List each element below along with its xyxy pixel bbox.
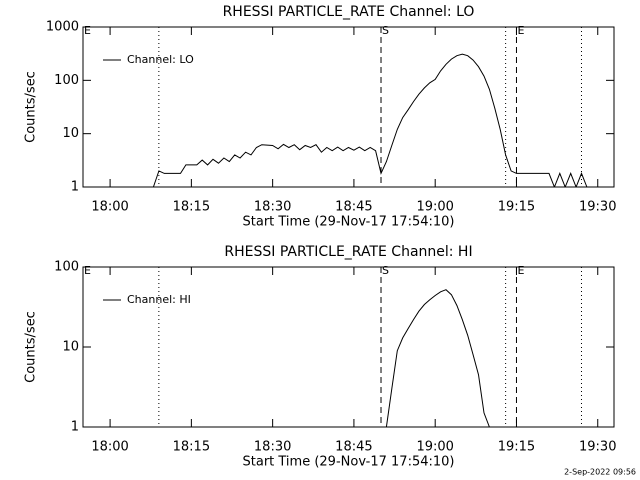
x-tick-label: 19:15 [498,440,535,455]
marker-label: E [84,24,91,37]
x-axis-label: Start Time (29-Nov-17 17:54:10) [243,455,455,470]
marker-label: E [517,24,524,37]
x-tick-label: 19:15 [498,200,535,215]
marker-label: E [84,264,91,277]
data-line [152,53,588,187]
x-tick-label: 18:30 [254,200,291,215]
y-axis-label: Counts/sec [24,311,39,383]
chart-title: RHESSI PARTICLE_RATE Channel: LO [223,4,475,20]
marker-label: S [382,24,389,37]
data-line [385,289,490,427]
x-tick-label: 18:45 [335,200,372,215]
y-tick-label: 1 [71,180,79,195]
legend-label: Channel: LO [127,53,194,66]
y-tick-label: 100 [54,260,79,275]
x-axis-label: Start Time (29-Nov-17 17:54:10) [243,215,455,230]
x-tick-label: 18:00 [91,200,128,215]
x-tick-label: 19:30 [579,200,616,215]
y-tick-label: 10 [62,126,79,141]
x-tick-label: 19:00 [416,200,453,215]
x-tick-label: 18:15 [173,440,210,455]
y-tick-label: 10 [62,340,79,355]
y-tick-label: 100 [54,73,79,88]
x-tick-label: 19:00 [416,440,453,455]
plot-frame [82,26,615,188]
x-tick-label: 18:00 [91,440,128,455]
y-axis-label: Counts/sec [24,71,39,143]
y-tick-label: 1000 [46,20,79,35]
chart-title: RHESSI PARTICLE_RATE Channel: HI [224,244,472,260]
x-tick-label: 18:15 [173,200,210,215]
x-tick-label: 18:30 [254,440,291,455]
timestamp: 2-Sep-2022 09:56 [564,468,636,477]
marker-label: E [517,264,524,277]
x-tick-label: 18:45 [335,440,372,455]
marker-label: S [382,264,389,277]
plot-frame [82,266,615,428]
y-tick-label: 1 [71,420,79,435]
legend-label: Channel: HI [127,293,191,306]
x-tick-label: 19:30 [579,440,616,455]
